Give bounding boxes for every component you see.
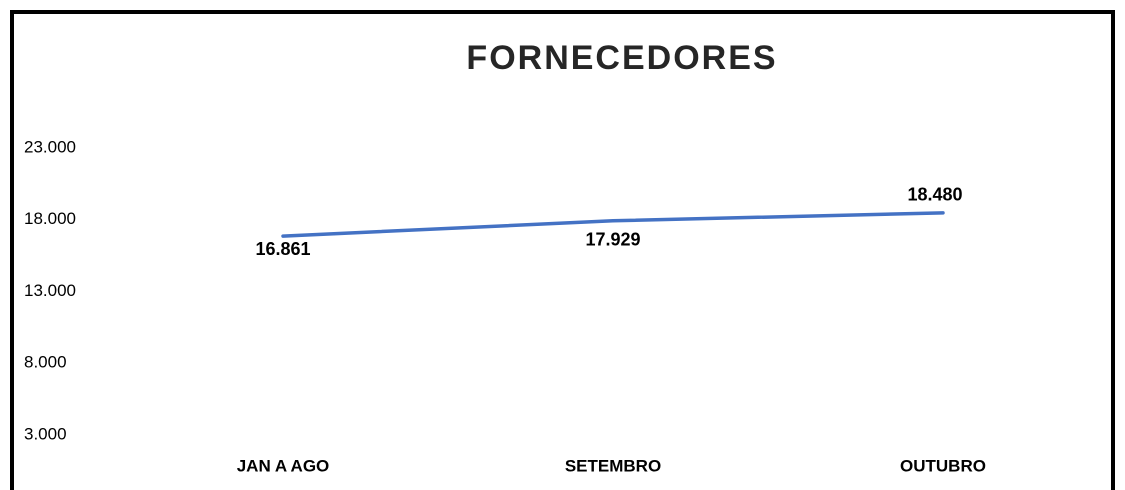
y-tick-label: 3.000 xyxy=(24,424,67,443)
y-tick-label: 18.000 xyxy=(24,209,76,228)
data-label: 17.929 xyxy=(585,230,640,250)
y-tick-label: 8.000 xyxy=(24,353,67,372)
data-label: 16.861 xyxy=(255,239,310,259)
frame xyxy=(10,10,1115,490)
data-label: 18.480 xyxy=(907,185,962,205)
line xyxy=(281,211,945,238)
chart-title: FORNECEDORES xyxy=(466,39,777,77)
y-tick-label: 23.000 xyxy=(24,137,76,156)
y-tick-label: 13.000 xyxy=(24,281,76,300)
x-tick-label: JAN A AGO xyxy=(237,456,330,475)
x-tick-label: SETEMBRO xyxy=(565,456,661,475)
x-tick-label: OUTUBRO xyxy=(900,456,986,475)
